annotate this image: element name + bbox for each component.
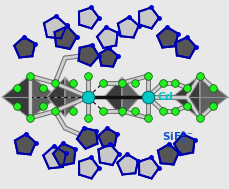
Polygon shape [97,27,117,48]
Polygon shape [44,16,66,38]
Polygon shape [121,77,139,117]
Polygon shape [173,134,194,155]
Polygon shape [47,77,65,117]
Polygon shape [138,157,158,178]
Polygon shape [78,45,98,66]
Polygon shape [43,146,66,168]
Polygon shape [98,48,117,67]
Polygon shape [53,143,75,166]
Polygon shape [175,37,195,58]
Polygon shape [117,154,137,174]
Polygon shape [79,8,98,28]
Polygon shape [157,144,178,164]
Polygon shape [79,157,98,178]
Text: SiF$_6^{2-}$: SiF$_6^{2-}$ [161,130,193,146]
Polygon shape [104,77,121,117]
Polygon shape [54,26,76,49]
Polygon shape [171,75,199,119]
Polygon shape [14,37,35,57]
Text: Cd: Cd [157,92,173,102]
Polygon shape [117,17,138,37]
Polygon shape [138,8,158,28]
Polygon shape [157,27,177,47]
Polygon shape [77,128,97,149]
Polygon shape [199,75,227,119]
Polygon shape [98,128,117,147]
Polygon shape [98,144,118,165]
Polygon shape [30,75,58,119]
Polygon shape [2,75,30,119]
Polygon shape [15,134,35,154]
Polygon shape [65,77,83,117]
